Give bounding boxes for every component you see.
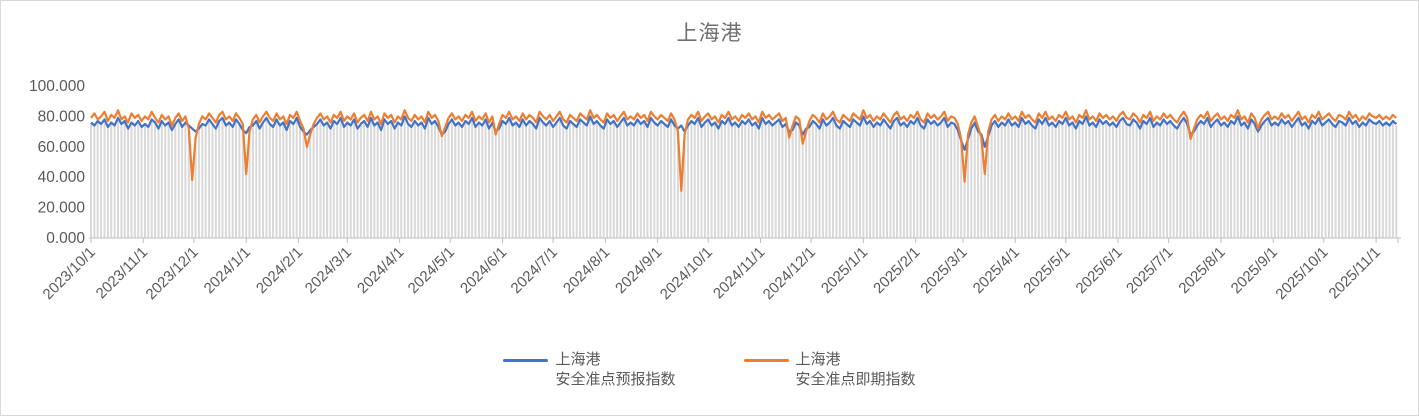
legend-item-spot: 上海港 安全准点即期指数: [743, 350, 916, 390]
svg-text:2025/5/1: 2025/5/1: [1020, 244, 1073, 297]
svg-text:2024/1/1: 2024/1/1: [201, 244, 254, 297]
legend-line-swatch-spot: [743, 359, 789, 362]
legend-line-swatch-forecast: [503, 359, 549, 362]
svg-text:2025/10/1: 2025/10/1: [1272, 244, 1331, 303]
legend: 上海港 安全准点预报指数 上海港 安全准点即期指数: [1, 350, 1418, 390]
svg-text:2024/3/1: 2024/3/1: [302, 244, 355, 297]
svg-text:2024/11/1: 2024/11/1: [710, 244, 768, 302]
svg-text:2024/10/1: 2024/10/1: [657, 244, 716, 303]
svg-text:0.000: 0.000: [46, 230, 85, 247]
series-line-spot: [90, 109, 1398, 192]
x-axis-line: [89, 237, 1401, 243]
svg-text:2025/4/1: 2025/4/1: [970, 244, 1023, 297]
svg-text:2025/2/1: 2025/2/1: [870, 244, 923, 297]
legend-label-forecast-line2: 安全准点预报指数: [555, 371, 676, 388]
svg-text:2025/6/1: 2025/6/1: [1073, 244, 1126, 297]
svg-text:2024/4/1: 2024/4/1: [354, 244, 407, 297]
legend-label-spot-line1: 上海港: [795, 351, 841, 368]
svg-text:2024/6/1: 2024/6/1: [457, 244, 510, 297]
svg-text:80.000: 80.000: [38, 108, 86, 125]
svg-text:2023/11/1: 2023/11/1: [93, 244, 151, 302]
svg-text:2025/3/1: 2025/3/1: [917, 244, 970, 297]
x-axis-labels: 2023/10/12023/11/12023/12/12024/1/12024/…: [40, 244, 1384, 303]
svg-text:2025/7/1: 2025/7/1: [1123, 244, 1176, 297]
svg-text:60.000: 60.000: [38, 139, 86, 156]
series-line-forecast: [90, 115, 1398, 151]
legend-label-forecast: 上海港 安全准点预报指数: [555, 350, 675, 390]
svg-text:100.000: 100.000: [29, 78, 85, 95]
svg-text:2024/12/1: 2024/12/1: [760, 244, 819, 303]
svg-text:2025/8/1: 2025/8/1: [1175, 244, 1228, 297]
legend-label-spot: 上海港 安全准点即期指数: [796, 350, 916, 390]
legend-label-forecast-line1: 上海港: [555, 351, 601, 368]
chart-title: 上海港: [676, 22, 743, 45]
drop-lines: [90, 117, 1398, 238]
svg-text:2024/5/1: 2024/5/1: [405, 244, 458, 297]
svg-text:2025/11/1: 2025/11/1: [1326, 244, 1384, 302]
legend-item-forecast: 上海港 安全准点预报指数: [503, 350, 676, 390]
svg-text:20.000: 20.000: [38, 200, 86, 217]
svg-text:2024/8/1: 2024/8/1: [560, 244, 613, 297]
y-axis-labels: 0.000 20.000 40.000 60.000 80.000 100.000: [29, 78, 85, 247]
svg-text:2023/10/1: 2023/10/1: [40, 244, 99, 303]
svg-text:40.000: 40.000: [38, 169, 86, 186]
svg-text:2025/1/1: 2025/1/1: [818, 244, 871, 297]
svg-text:2024/2/1: 2024/2/1: [253, 244, 306, 297]
legend-label-spot-line2: 安全准点即期指数: [795, 371, 916, 388]
svg-text:2023/12/1: 2023/12/1: [143, 244, 202, 303]
svg-text:2024/7/1: 2024/7/1: [508, 244, 561, 297]
